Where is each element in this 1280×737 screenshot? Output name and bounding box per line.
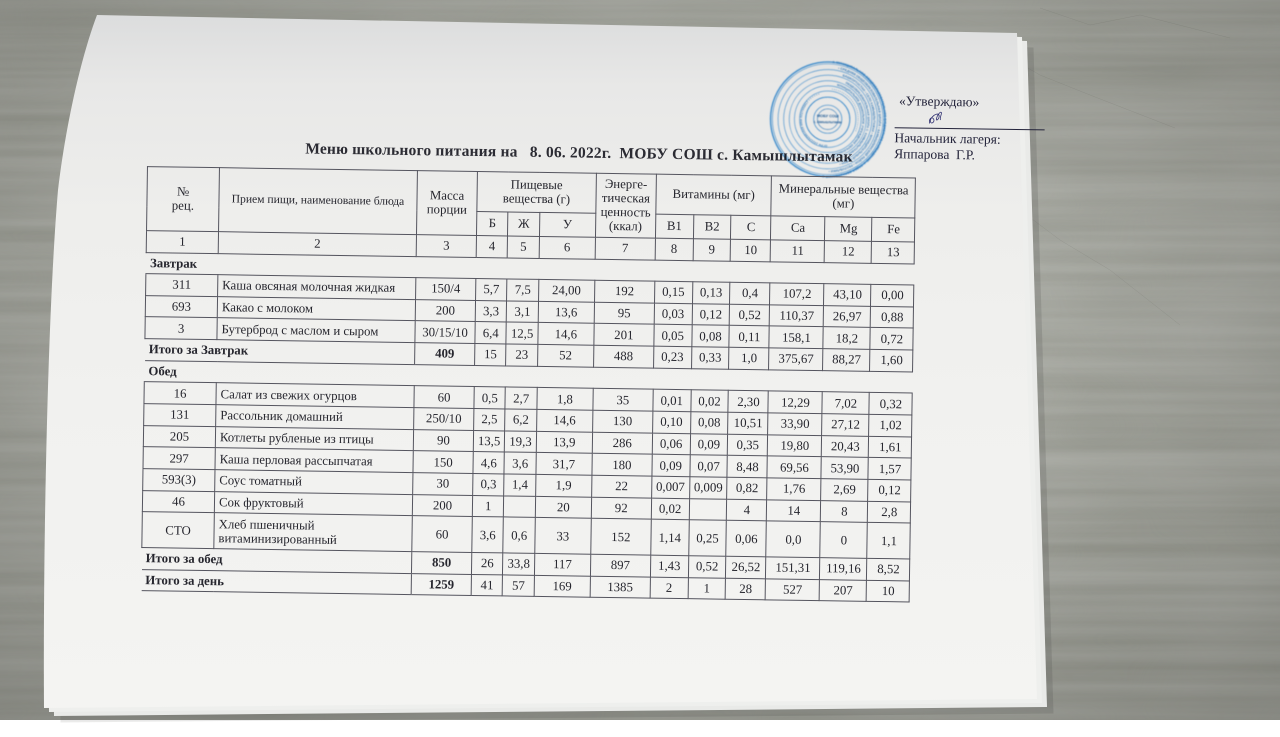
svg-text:МОБУ СОШ: МОБУ СОШ [817, 114, 839, 118]
svg-text:с. Камышлытамак: с. Камышлытамак [814, 120, 843, 124]
